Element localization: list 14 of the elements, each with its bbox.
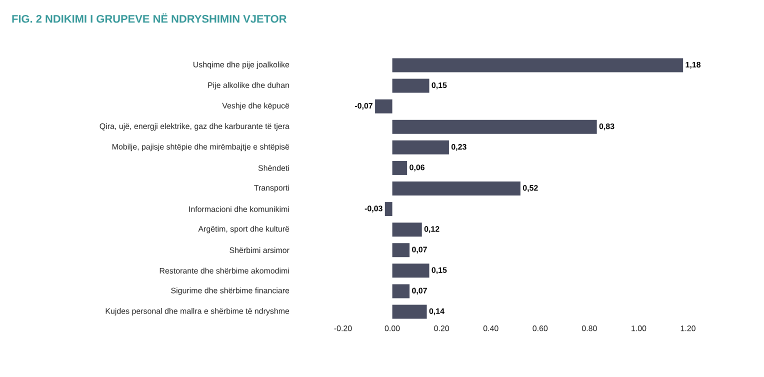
- bar: [392, 284, 410, 298]
- bar: [392, 243, 410, 258]
- bar: [392, 58, 684, 72]
- bar: [392, 78, 430, 93]
- bar: [384, 202, 392, 216]
- bar: [392, 160, 408, 175]
- text: FIG. 2 NDIKIMI I GRUPEVE NË NDRYSHIMIN VJETOR: [12, 13, 287, 23]
- bar: [392, 264, 430, 278]
- bar: [392, 120, 597, 134]
- bar: [375, 99, 392, 114]
- bar: [392, 304, 427, 319]
- bar: [392, 140, 449, 154]
- bar: [392, 182, 520, 196]
- bar: [392, 222, 422, 237]
